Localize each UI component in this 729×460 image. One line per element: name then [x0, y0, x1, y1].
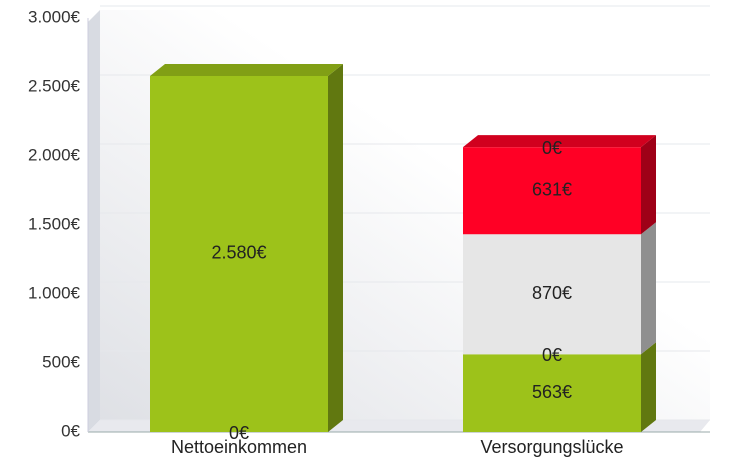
bar-segment [150, 75, 328, 433]
bar-side [641, 342, 656, 432]
wall-side [88, 10, 100, 432]
data-label: 0€ [229, 423, 249, 443]
y-tick-label: 2.000€ [28, 145, 81, 164]
data-label: 0€ [542, 138, 562, 158]
x-tick-label: Versorgungslücke [480, 437, 623, 457]
y-tick-label: 1.000€ [28, 283, 81, 302]
bar-segment [463, 354, 641, 432]
bar-top [463, 135, 656, 148]
bar-side [641, 135, 656, 235]
bar-top [150, 63, 343, 76]
y-tick-label: 2.500€ [28, 76, 81, 95]
data-label: 631€ [532, 179, 572, 199]
bar-segment [463, 234, 641, 355]
data-label: 563€ [532, 382, 572, 402]
y-tick-label: 1.500€ [28, 214, 81, 233]
y-tick-label: 500€ [42, 352, 80, 371]
y-tick-label: 3.000€ [28, 7, 81, 26]
data-label: 870€ [532, 283, 572, 303]
data-label: 2.580€ [211, 243, 266, 263]
bar-side [328, 63, 343, 433]
bar-side [641, 222, 656, 355]
data-label: 0€ [542, 345, 562, 365]
bar-segment [463, 147, 641, 235]
x-tick-label: Nettoeinkommen [171, 437, 307, 457]
y-tick-label: 0€ [61, 421, 80, 440]
